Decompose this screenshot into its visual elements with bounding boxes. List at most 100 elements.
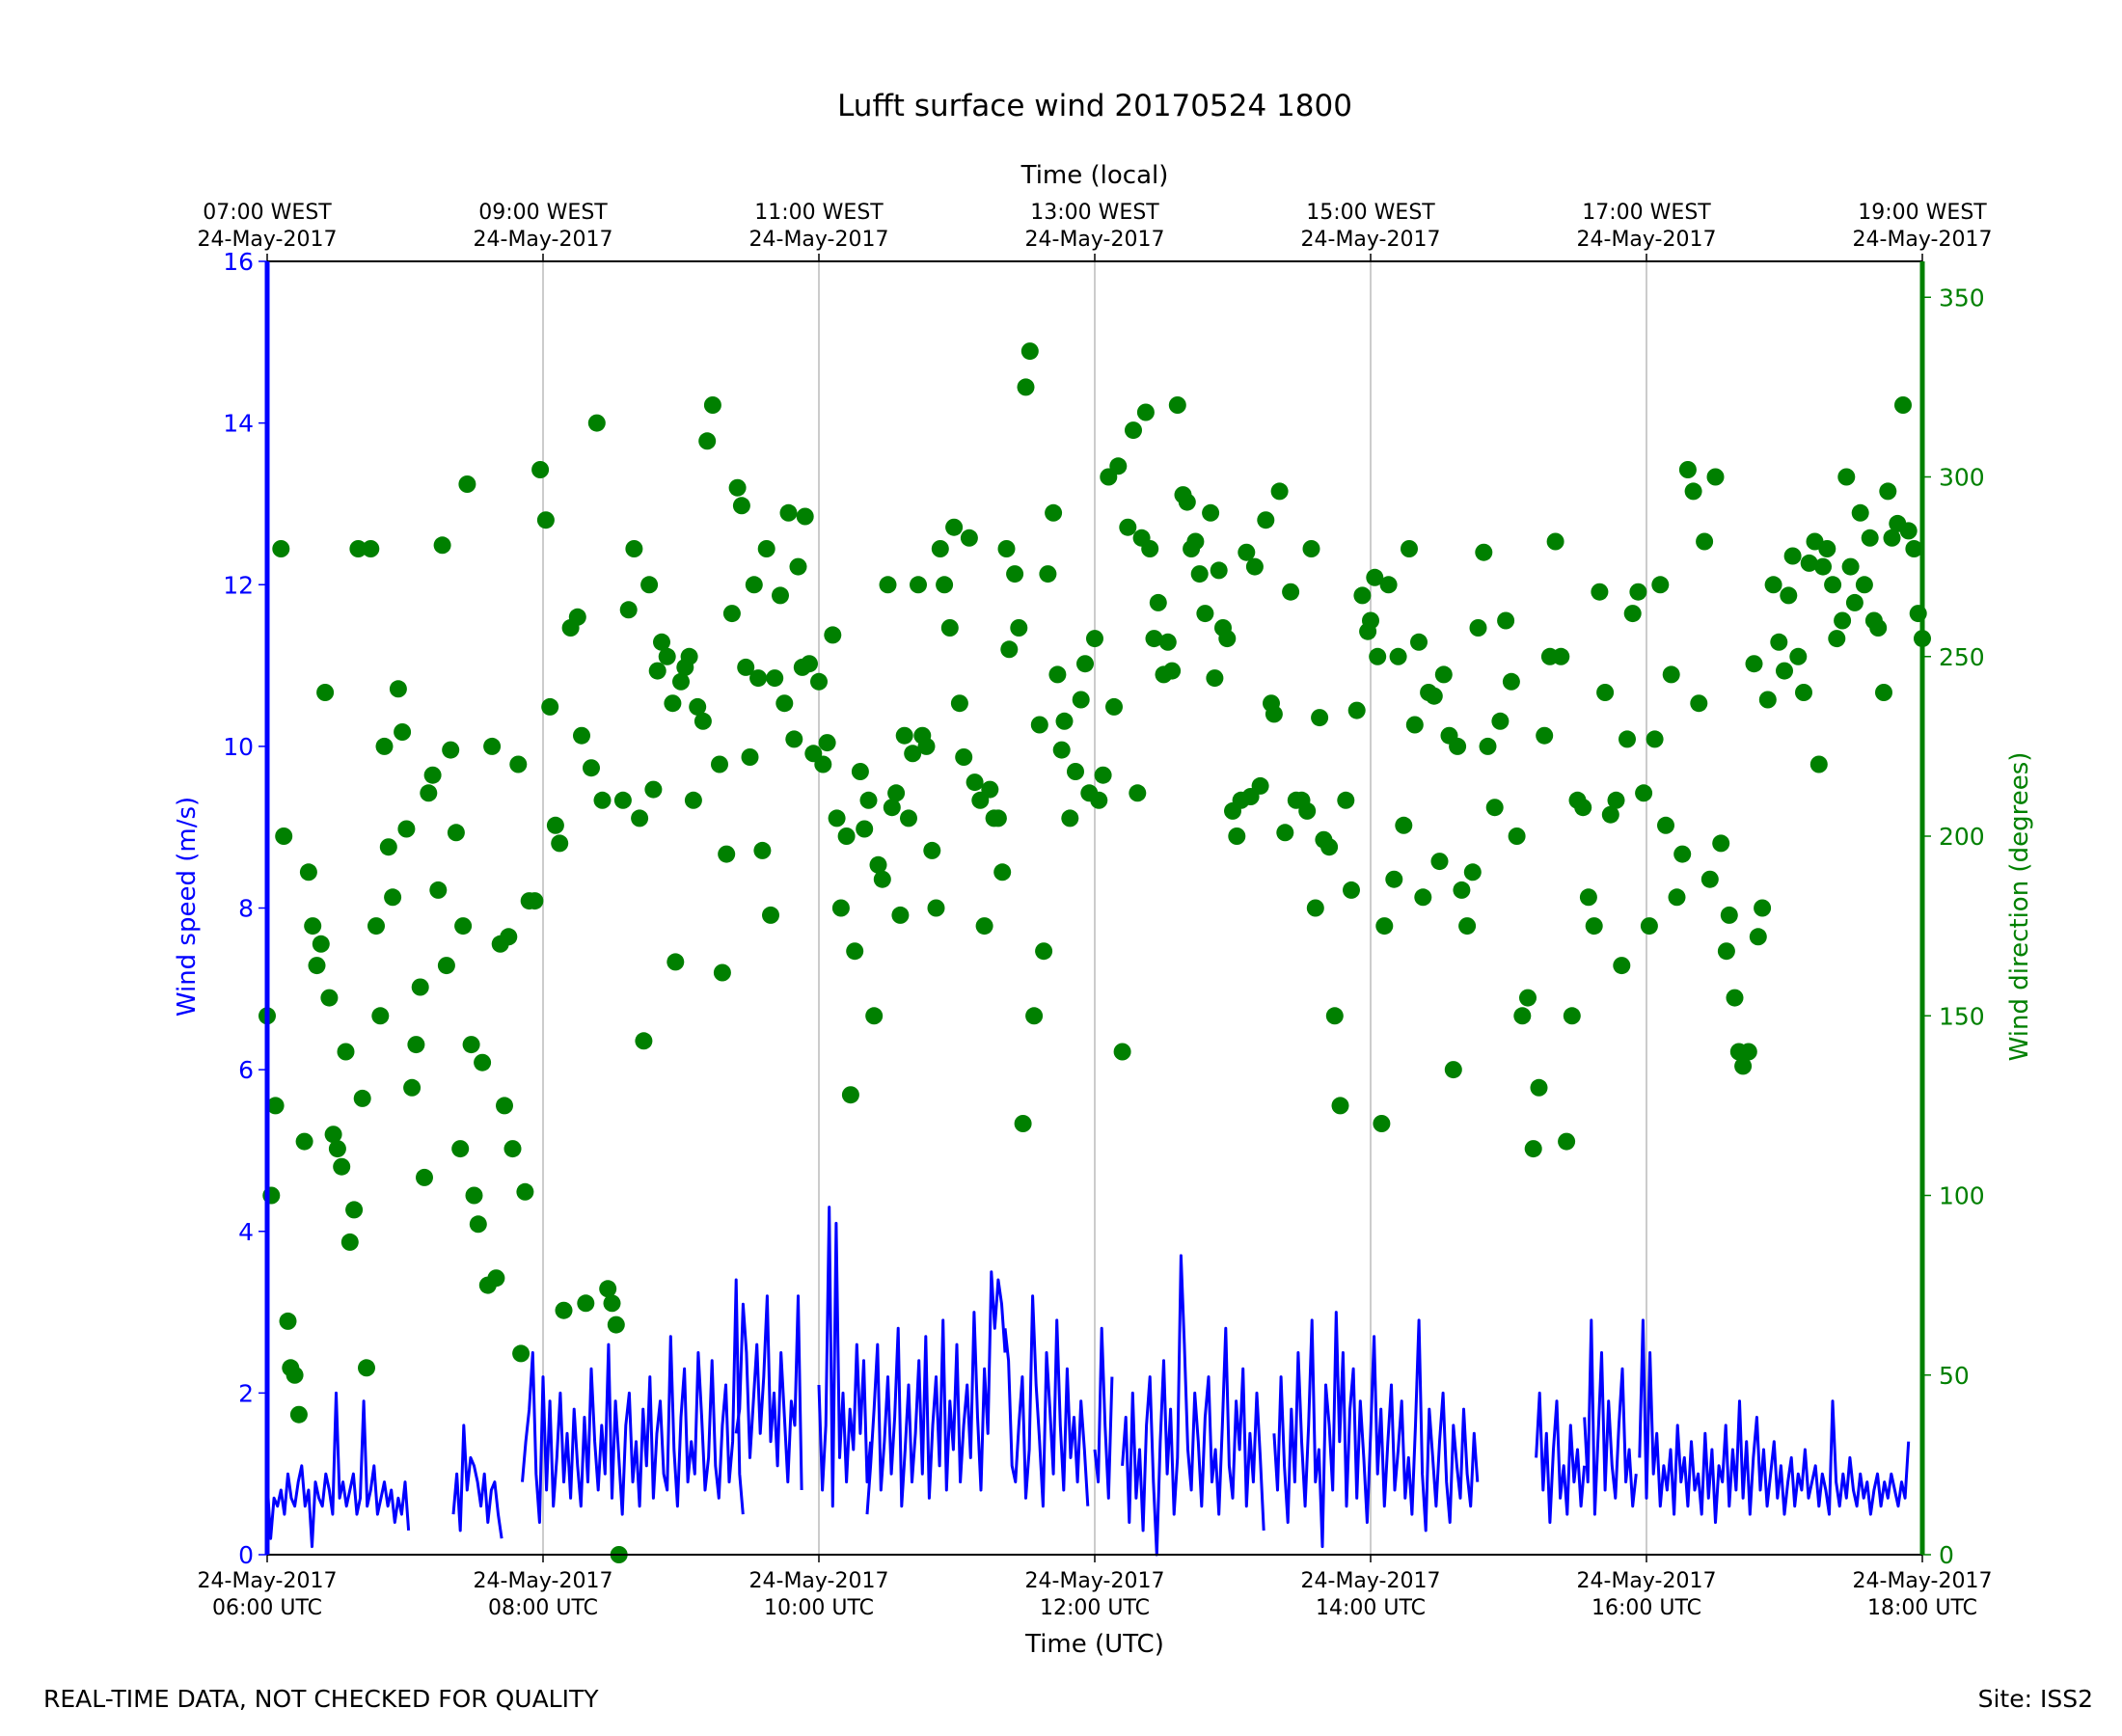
wind-direction-point	[1809, 755, 1828, 773]
wind-direction-point	[936, 576, 954, 594]
wind-direction-point	[516, 1182, 534, 1201]
wind-direction-point	[841, 1086, 859, 1104]
wind-direction-point	[1905, 540, 1923, 557]
top-tick-date: 24-May-2017	[749, 228, 889, 252]
wind-direction-point	[362, 540, 380, 557]
wind-direction-point	[955, 748, 973, 766]
wind-direction-point	[950, 694, 968, 713]
wind-direction-point	[536, 511, 555, 529]
wind-direction-point	[1444, 1061, 1462, 1079]
wind-direction-point	[1014, 1115, 1032, 1132]
wind-direction-point	[1475, 543, 1493, 561]
wind-direction-point	[487, 1269, 505, 1288]
wind-direction-point	[851, 763, 869, 780]
wind-direction-point	[603, 1294, 621, 1313]
wind-direction-point	[940, 619, 959, 637]
wind-direction-point	[1795, 684, 1812, 701]
wind-direction-point	[1276, 824, 1294, 842]
wind-direction-point	[1270, 482, 1289, 501]
wind-direction-point	[749, 669, 768, 688]
wind-direction-point	[1366, 568, 1384, 586]
wind-direction-point	[1190, 565, 1209, 583]
wind-direction-point	[667, 953, 685, 971]
bottom-tick-time: 18:00 UTC	[1867, 1596, 1977, 1620]
wind-direction-point	[945, 518, 964, 536]
wind-direction-point	[1814, 557, 1832, 576]
wind-speed-line	[1272, 1311, 1480, 1549]
wind-direction-point	[358, 1359, 375, 1377]
wind-direction-point	[1298, 801, 1317, 820]
wind-direction-point	[1129, 784, 1147, 802]
wind-direction-point	[1469, 619, 1487, 637]
left-tick-label: 6	[238, 1056, 254, 1084]
wind-direction-point	[1076, 655, 1094, 673]
top-axis-label: Time (local)	[1020, 161, 1169, 190]
wind-direction-point	[1875, 684, 1892, 701]
wind-direction-point	[1508, 827, 1526, 845]
wind-direction-point	[1306, 899, 1324, 917]
wind-direction-point	[1218, 630, 1237, 648]
wind-direction-point	[324, 1126, 342, 1144]
wind-direction-point	[512, 1344, 530, 1363]
right-tick-label: 150	[1939, 1002, 1985, 1030]
wind-direction-point	[883, 799, 901, 817]
wind-direction-point	[593, 791, 612, 809]
wind-direction-point	[333, 1157, 351, 1176]
wind-direction-point	[1302, 540, 1320, 557]
wind-direction-point	[737, 658, 755, 676]
wind-direction-point	[828, 809, 846, 827]
wind-direction-point	[796, 507, 814, 526]
wind-direction-point	[680, 647, 698, 665]
right-tick-label: 0	[1939, 1541, 1954, 1569]
wind-direction-point	[1425, 687, 1443, 705]
wind-direction-point	[1251, 776, 1269, 795]
wind-direction-point	[1485, 799, 1504, 817]
wind-direction-point	[1168, 396, 1186, 414]
wind-direction-point	[389, 680, 407, 698]
wind-direction-series	[258, 342, 1931, 1563]
wind-direction-point	[1684, 482, 1702, 501]
wind-direction-point	[625, 540, 643, 557]
right-tick-label: 250	[1939, 643, 1985, 671]
wind-direction-point	[1337, 791, 1355, 809]
right-tick-label: 200	[1939, 823, 1985, 851]
wind-direction-point	[966, 773, 984, 792]
wind-direction-point	[1837, 468, 1856, 486]
wind-direction-point	[1414, 888, 1432, 907]
wind-direction-point	[345, 1201, 364, 1219]
wind-speed-line	[451, 1424, 503, 1539]
wind-direction-point	[1010, 619, 1028, 637]
wind-direction-point	[757, 540, 775, 557]
wind-speed-line	[1535, 1391, 1587, 1524]
wind-direction-point	[1700, 870, 1719, 888]
wind-direction-point	[879, 576, 897, 594]
wind-direction-point	[546, 816, 564, 834]
wind-direction-point	[308, 957, 326, 975]
wind-direction-point	[1145, 630, 1163, 648]
wind-direction-point	[689, 697, 707, 716]
wind-direction-point	[1094, 766, 1112, 784]
wind-direction-point	[1245, 557, 1264, 576]
wind-direction-point	[266, 1097, 285, 1115]
wind-direction-point	[1536, 726, 1554, 745]
wind-direction-point	[703, 396, 721, 414]
wind-direction-point	[1749, 928, 1767, 946]
wind-direction-point	[927, 899, 945, 917]
wind-direction-point	[917, 737, 936, 755]
wind-direction-point	[500, 928, 518, 946]
wind-direction-point	[423, 766, 442, 784]
wind-direction-point	[1136, 403, 1155, 421]
wind-direction-point	[728, 478, 747, 497]
wind-direction-point	[789, 557, 807, 576]
wind-direction-point	[1828, 630, 1846, 648]
wind-speed-line	[817, 1206, 873, 1508]
wind-direction-point	[766, 669, 784, 688]
wind-direction-point	[312, 935, 330, 953]
wind-direction-point	[1353, 586, 1372, 605]
wind-direction-point	[437, 957, 455, 975]
wind-direction-point	[814, 755, 832, 773]
disclaimer-text: REAL-TIME DATA, NOT CHECKED FOR QUALITY	[43, 1685, 599, 1713]
bottom-tick-time: 08:00 UTC	[488, 1596, 598, 1620]
wind-direction-point	[429, 881, 448, 899]
wind-direction-point	[1479, 737, 1497, 755]
